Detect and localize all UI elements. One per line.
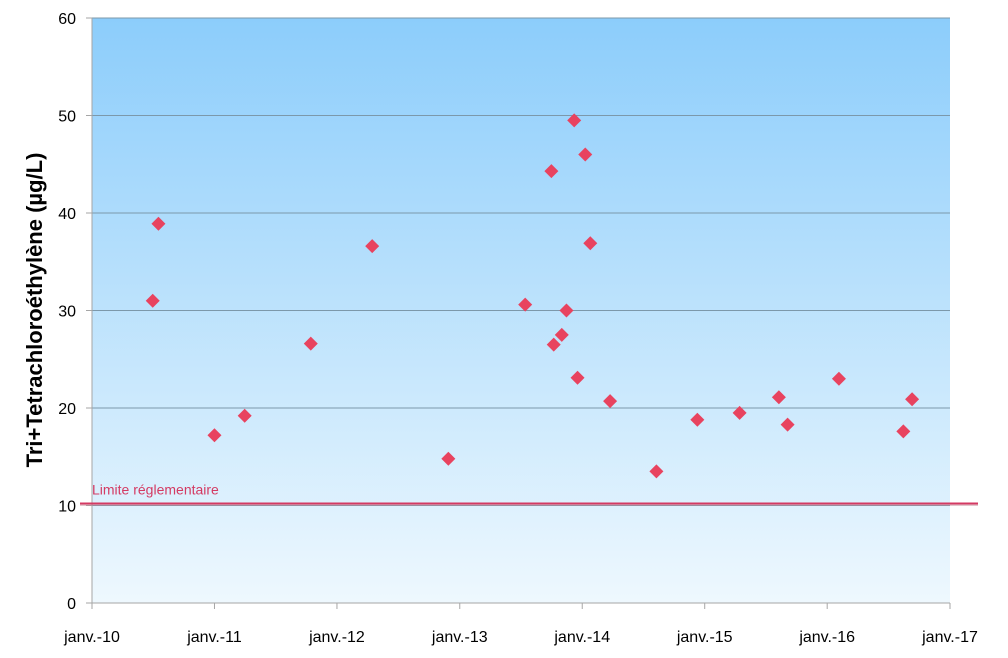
x-tick-label: janv.-15 (676, 629, 733, 646)
data-point (518, 297, 533, 312)
data-point (559, 303, 574, 318)
gridlines (92, 17, 950, 506)
x-tick-label: janv.-10 (63, 629, 120, 646)
x-tick-label: janv.-17 (921, 629, 978, 646)
y-tick-label: 30 (58, 304, 76, 321)
data-point (151, 216, 166, 231)
data-point (583, 236, 598, 251)
data-point (578, 147, 593, 162)
y-tick-label: 0 (67, 596, 76, 613)
data-point (690, 412, 705, 427)
x-tick-label: janv.-16 (798, 629, 855, 646)
data-point (145, 293, 160, 308)
data-point (303, 336, 318, 351)
data-point (554, 327, 569, 342)
reference-line-group: Limite réglementaire (80, 482, 978, 507)
data-point (546, 337, 561, 352)
y-tick-labels: 0 10 20 30 40 50 60 (58, 11, 92, 613)
y-axis-label: Tri+Tetrachloroéthylène (µg/L) (22, 153, 47, 468)
x-tick-label: janv.-13 (431, 629, 488, 646)
data-point (771, 390, 786, 405)
x-tick-labels: janv.-10 janv.-11 janv.-12 janv.-13 janv.-14… (63, 603, 978, 646)
data-point (732, 405, 747, 420)
data-point (649, 464, 664, 479)
data-point (567, 113, 582, 128)
x-tick-label: janv.-14 (553, 629, 610, 646)
y-tick-label: 50 (58, 109, 76, 126)
y-tick-label: 20 (58, 401, 76, 418)
data-point (905, 392, 920, 407)
reference-line-label: Limite réglementaire (92, 482, 219, 498)
data-point (603, 394, 618, 409)
x-tick-label: janv.-11 (186, 629, 242, 646)
y-tick-label: 60 (58, 11, 76, 28)
y-tick-label: 40 (58, 206, 76, 223)
data-point (237, 408, 252, 423)
x-tick-label: janv.-12 (308, 629, 365, 646)
y-tick-label: 10 (58, 499, 76, 516)
data-point (544, 164, 559, 179)
data-point (831, 371, 846, 386)
data-point (207, 428, 222, 443)
data-point (365, 239, 380, 254)
data-point (441, 451, 456, 466)
data-point (570, 370, 585, 385)
data-points (145, 113, 920, 479)
data-point (896, 424, 911, 439)
data-point (780, 417, 795, 432)
